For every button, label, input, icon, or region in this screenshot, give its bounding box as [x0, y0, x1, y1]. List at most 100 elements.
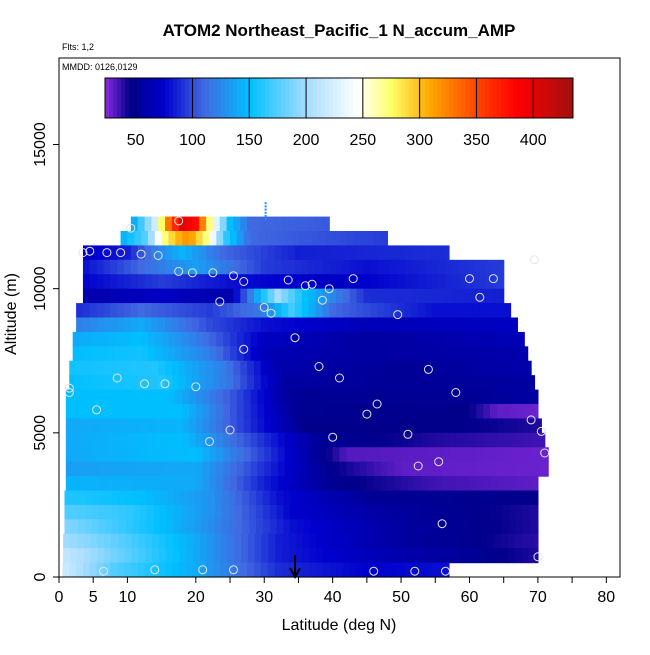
heatmap-cell	[93, 447, 101, 463]
colorbar-swatch	[245, 78, 250, 118]
heatmap-cell	[360, 432, 368, 448]
heatmap-cell	[230, 404, 238, 420]
heatmap-cell	[425, 288, 433, 304]
heatmap-cell	[466, 303, 474, 319]
heatmap-cell	[517, 346, 525, 362]
heatmap-cell	[469, 476, 477, 492]
heatmap-cell	[91, 519, 100, 535]
heatmap-cell	[90, 548, 98, 564]
heatmap-cell	[486, 375, 495, 391]
heatmap-cell	[113, 461, 122, 477]
heatmap-cell	[161, 404, 170, 420]
heatmap-cell	[253, 259, 262, 275]
x-tick-label: 80	[597, 589, 615, 606]
heatmap-cell	[315, 317, 323, 333]
heatmap-cell	[65, 447, 74, 463]
heatmap-cell	[226, 360, 235, 376]
heatmap-cell	[406, 504, 414, 520]
heatmap-cell	[421, 461, 430, 477]
heatmap-cell	[117, 274, 125, 290]
data-point	[266, 308, 276, 318]
heatmap-cell	[233, 259, 241, 275]
heatmap-cell	[418, 259, 426, 275]
colorbar-swatch	[321, 78, 326, 118]
heatmap-cell	[127, 346, 135, 362]
heatmap-cell	[445, 288, 453, 304]
heatmap-cell	[325, 331, 334, 347]
heatmap-cell	[380, 231, 388, 247]
colorbar-swatch	[569, 78, 574, 118]
data-point	[530, 255, 539, 265]
heatmap-cell	[257, 331, 265, 347]
heatmap-cell	[455, 389, 464, 405]
heatmap-cell	[365, 504, 373, 520]
heatmap-cell	[82, 274, 91, 290]
heatmap-cell	[65, 432, 74, 448]
heatmap-cell	[394, 461, 402, 477]
heatmap-cell	[188, 389, 197, 405]
heatmap-cell	[249, 504, 257, 520]
heatmap-cell	[123, 245, 132, 261]
heatmap-cell	[476, 447, 484, 463]
data-point	[140, 379, 149, 389]
heatmap-row	[130, 216, 330, 232]
heatmap-cell	[137, 216, 146, 232]
heatmap-cell	[380, 346, 388, 362]
heatmap-cell	[165, 288, 173, 304]
heatmap-cell	[420, 504, 428, 520]
heatmap-cell	[308, 245, 317, 261]
colorbar-swatch	[541, 78, 546, 118]
heatmap-cell	[257, 231, 265, 247]
data-point	[362, 409, 372, 419]
heatmap-cell	[537, 418, 542, 434]
heatmap-cell	[240, 317, 248, 333]
heatmap-cell	[329, 288, 337, 304]
heatmap-cell	[513, 360, 522, 376]
heatmap-cell	[459, 533, 468, 549]
heatmap-cell	[260, 303, 269, 319]
heatmap-cell	[339, 346, 347, 362]
colorbar-tick-label: 300	[406, 132, 433, 149]
heatmap-cell	[510, 476, 518, 492]
heatmap-cell	[236, 461, 245, 477]
heatmap-cell	[339, 476, 347, 492]
data-point	[225, 425, 235, 435]
heatmap-cell	[139, 519, 148, 535]
heatmap-cell	[301, 317, 310, 333]
heatmap-cell	[120, 461, 129, 477]
heatmap-cell	[233, 274, 241, 290]
heatmap-cell	[404, 274, 412, 290]
heatmap-cell	[97, 548, 105, 564]
heatmap-cell	[418, 562, 426, 578]
heatmap-cell	[490, 418, 498, 434]
heatmap-cell	[509, 519, 517, 535]
heatmap-cell	[358, 519, 367, 535]
data-point	[526, 415, 536, 425]
heatmap-cell	[202, 432, 211, 448]
heatmap-cell	[462, 418, 471, 434]
heatmap-cell	[401, 389, 409, 405]
heatmap-cell	[479, 303, 488, 319]
heatmap-cell	[127, 231, 135, 247]
heatmap-cell	[466, 360, 474, 376]
heatmap-cell	[250, 418, 258, 434]
heatmap-cell	[342, 245, 351, 261]
heatmap-cell	[356, 317, 365, 333]
heatmap-cell	[284, 447, 293, 463]
colorbar-swatch	[545, 78, 550, 118]
heatmap-cell	[377, 533, 386, 549]
heatmap-cell	[338, 504, 346, 520]
heatmap-cell	[325, 346, 334, 362]
heatmap-cell	[521, 533, 529, 549]
heatmap-cell	[209, 476, 217, 492]
heatmap-cell	[325, 418, 334, 434]
heatmap-cell	[281, 259, 289, 275]
heatmap-cell	[117, 317, 125, 333]
heatmap-cell	[496, 447, 505, 463]
heatmap-cell	[537, 461, 546, 477]
heatmap-cell	[165, 216, 173, 232]
heatmap-cell	[315, 375, 323, 391]
heatmap-cell	[356, 303, 365, 319]
heatmap-cell	[96, 259, 105, 275]
heatmap-cell	[394, 331, 402, 347]
